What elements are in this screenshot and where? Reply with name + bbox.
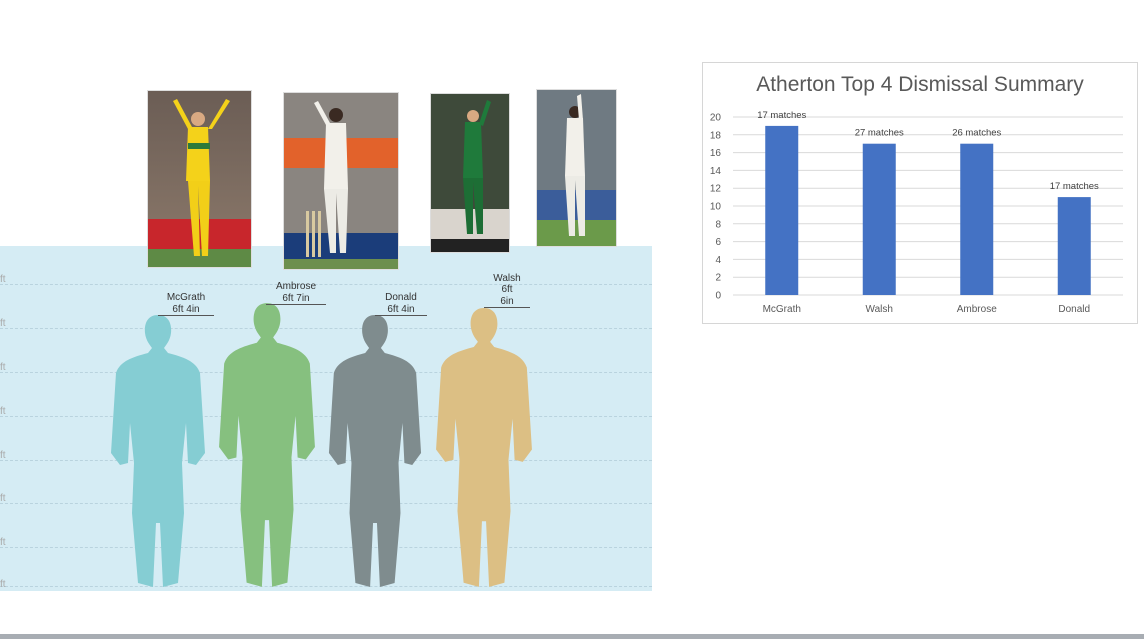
person-silhouette-icon <box>328 315 422 587</box>
height-comparison-panel: ft ft ft ft ft ft ft ft <box>0 246 652 591</box>
grid-line <box>0 328 652 329</box>
player-name: Walsh <box>493 273 521 284</box>
y-tick-label: 0 <box>715 291 721 302</box>
player-height-line1: 6ft <box>501 284 513 295</box>
mcgrath-silhouette <box>108 313 208 591</box>
player-name: McGrath <box>166 292 206 303</box>
mcgrath-label: McGrath 6ft 4in <box>158 292 214 316</box>
data-label: 17 matches <box>1050 181 1099 192</box>
grid-line <box>0 503 652 504</box>
donald-label: Donald 6ft 4in <box>375 292 427 316</box>
y-tick-label: 6 <box>715 237 721 248</box>
player-height: 6ft 7in <box>266 293 326 305</box>
player-name: Ambrose <box>275 281 316 292</box>
y-tick-label: 2 <box>715 273 721 284</box>
y-tick-label: 4 <box>715 255 721 266</box>
grid-line <box>0 372 652 373</box>
y-tick-label: 20 <box>710 113 722 124</box>
player-name: Donald <box>385 292 417 303</box>
bar-chart-svg: 0 2 4 6 8 10 12 14 16 18 20 17 matches McGrath 27 mat… <box>710 110 1123 315</box>
walsh-photo <box>536 89 617 247</box>
data-label: 27 matches <box>855 128 904 139</box>
ambrose-silhouette <box>216 301 318 591</box>
cricketer-photo-icon <box>284 93 398 269</box>
donald-silhouette <box>326 313 424 591</box>
walsh-silhouette <box>433 306 535 591</box>
y-tick-label: 10 <box>710 202 722 213</box>
person-silhouette-icon <box>436 308 532 587</box>
height-unit-label: ft <box>0 318 6 329</box>
walsh-label: Walsh 6ft 6in <box>484 273 530 308</box>
height-unit-label: ft <box>0 537 6 548</box>
y-tick-label: 8 <box>715 219 721 230</box>
grid-line <box>0 586 652 587</box>
y-tick-label: 18 <box>710 130 722 141</box>
height-unit-label: ft <box>0 493 6 504</box>
bar <box>862 143 896 295</box>
person-silhouette-icon <box>111 315 205 587</box>
grid-line <box>0 284 652 285</box>
cricketer-photo-icon <box>148 91 251 267</box>
height-unit-label: ft <box>0 362 6 373</box>
y-tick-label: 14 <box>710 166 722 177</box>
x-tick-label: McGrath <box>763 304 801 315</box>
donald-photo <box>430 93 510 253</box>
person-silhouette-icon <box>219 303 315 587</box>
y-tick-label: 12 <box>710 184 722 195</box>
bar <box>765 125 799 296</box>
chart-title: Atherton Top 4 Dismissal Summary <box>756 73 1084 96</box>
y-tick-label: 16 <box>710 148 722 159</box>
bar <box>1057 197 1091 295</box>
height-unit-label: ft <box>0 579 6 590</box>
grid-line <box>0 547 652 548</box>
grid-line <box>0 460 652 461</box>
player-height: 6ft 4in <box>158 304 214 316</box>
ambrose-photo <box>283 92 399 270</box>
cricketer-photo-icon <box>431 94 509 252</box>
dismissal-chart: Atherton Top 4 Dismissal Summary 0 2 4 6 8 10… <box>702 62 1138 324</box>
player-height: 6ft 4in <box>375 304 427 316</box>
data-label: 26 matches <box>952 128 1001 139</box>
height-unit-label: ft <box>0 274 6 285</box>
data-label: 17 matches <box>757 110 806 121</box>
grid-line <box>0 416 652 417</box>
x-tick-label: Walsh <box>866 304 893 315</box>
mcgrath-photo <box>147 90 252 268</box>
x-tick-label: Donald <box>1058 304 1090 315</box>
player-height-line2: 6in <box>484 296 530 308</box>
x-tick-label: Ambrose <box>957 304 997 315</box>
cricketer-photo-icon <box>537 90 616 246</box>
height-unit-label: ft <box>0 406 6 417</box>
bar <box>960 143 994 295</box>
footer-bar <box>0 634 1144 639</box>
ambrose-label: Ambrose 6ft 7in <box>266 281 326 305</box>
height-unit-label: ft <box>0 450 6 461</box>
